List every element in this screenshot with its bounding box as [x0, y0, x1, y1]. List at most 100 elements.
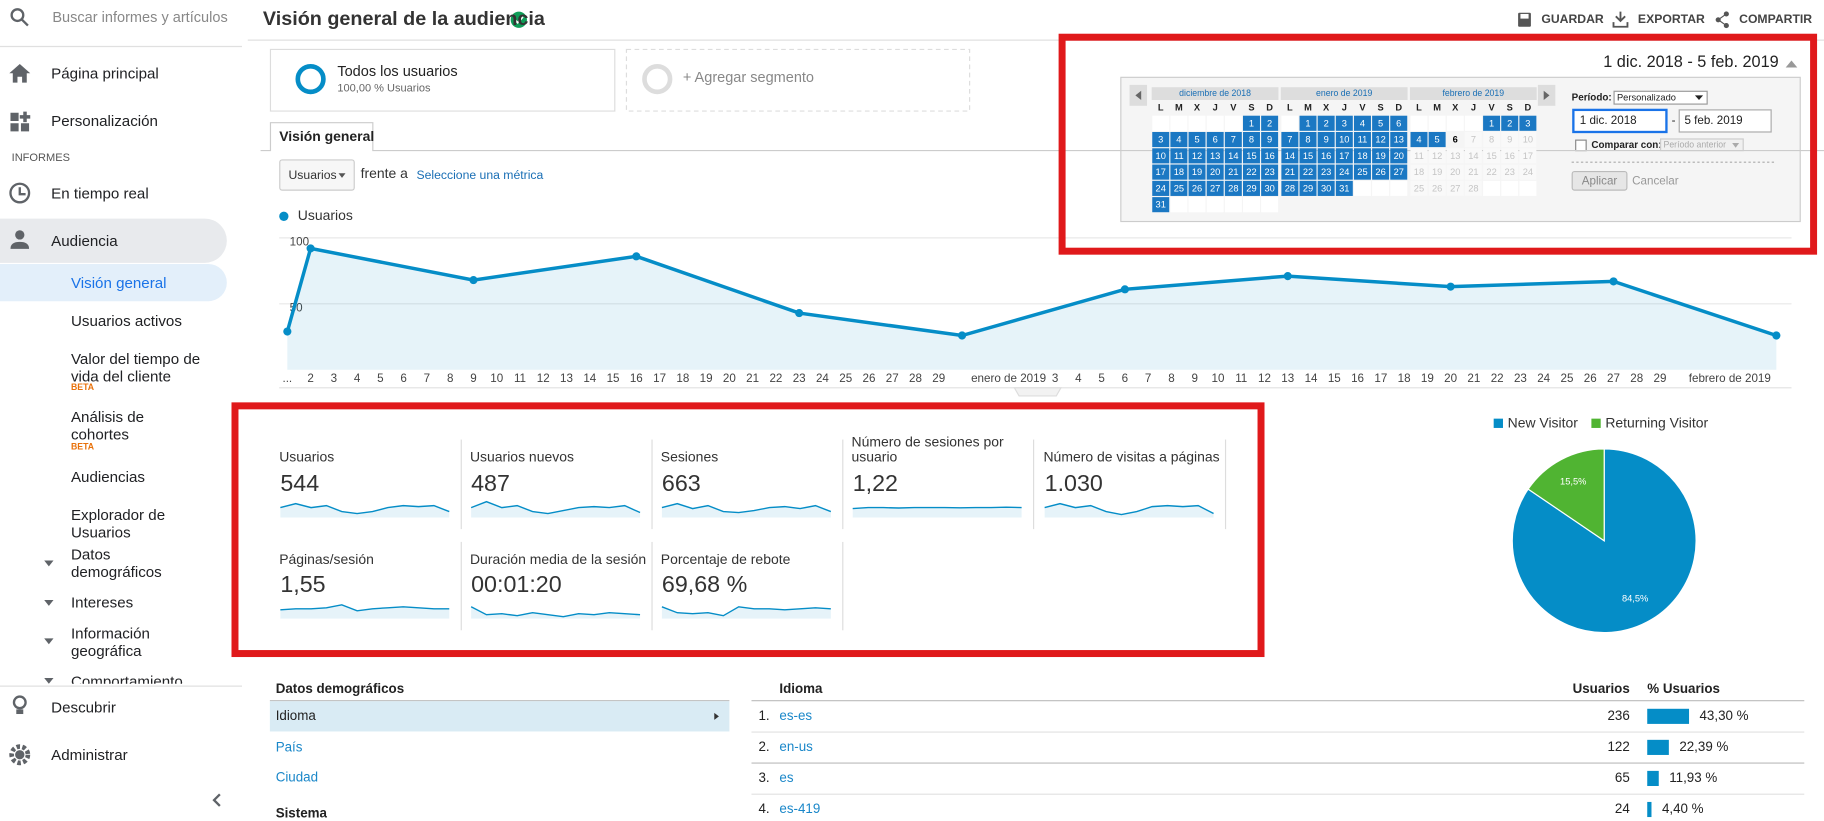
- date-range[interactable]: 1 dic. 2018 - 5 feb. 2019: [1603, 53, 1778, 71]
- day-number: 17: [1156, 167, 1166, 177]
- row-language[interactable]: en-us: [779, 739, 813, 754]
- day-number: 22: [1486, 167, 1496, 177]
- save-icon: [1520, 13, 1529, 19]
- day-number: 10: [1523, 135, 1533, 145]
- empty-cell: [1152, 115, 1170, 131]
- column-header: Usuarios: [1573, 681, 1630, 696]
- nav-subitem[interactable]: Análisis de cohortes: [70, 408, 145, 444]
- x-tick-label: 11: [514, 372, 526, 385]
- day-number: 14: [1468, 151, 1478, 161]
- empty-cell: [1170, 197, 1188, 213]
- nav-subitem[interactable]: Datos demográficos: [70, 545, 162, 581]
- collapse-icon[interactable]: [212, 793, 221, 807]
- percent-label: 11,93 %: [1669, 770, 1717, 785]
- export-icon[interactable]: [1612, 11, 1629, 28]
- day-number: 9: [1267, 135, 1272, 145]
- day-number: 20: [1394, 151, 1404, 161]
- save-button[interactable]: GUARDAR: [1541, 12, 1604, 26]
- day-number: 13: [1394, 135, 1404, 145]
- day-number: 7: [1231, 135, 1236, 145]
- nav-item[interactable]: Personalización: [51, 112, 158, 130]
- tab[interactable]: Visión general: [279, 128, 374, 144]
- segment-card[interactable]: [269, 48, 616, 112]
- x-tick-label: 9: [1191, 372, 1197, 385]
- versus-label: frente a: [361, 165, 409, 181]
- range-separator: -: [1672, 114, 1676, 127]
- icons: [9, 8, 221, 807]
- day-number: 3: [1158, 135, 1163, 145]
- day-number: 6: [1453, 135, 1458, 145]
- row-language[interactable]: es-419: [779, 801, 820, 816]
- dimension-item[interactable]: Idioma: [276, 708, 317, 723]
- weekday: L: [1287, 103, 1293, 113]
- row-language[interactable]: es: [779, 770, 793, 785]
- point: [283, 327, 292, 336]
- area: [287, 248, 1777, 370]
- day-number: 4: [1360, 118, 1365, 128]
- x-tick-label: 10: [1212, 372, 1225, 385]
- day-number: 19: [1192, 167, 1202, 177]
- legend-label: New Visitor: [1508, 415, 1579, 431]
- nav-item[interactable]: Descubrir: [51, 698, 116, 716]
- resize-handle[interactable]: [1013, 387, 1062, 397]
- row-language[interactable]: es-es: [779, 708, 812, 723]
- day-number: 8: [1249, 135, 1254, 145]
- x-tick-label: 6: [1122, 372, 1128, 385]
- pie-slice: [1527, 448, 1605, 542]
- day-number: 4: [1176, 135, 1181, 145]
- empty-cell: [1206, 197, 1224, 213]
- empty-cell: [1428, 115, 1446, 131]
- nav-subitem[interactable]: Intereses: [70, 593, 134, 612]
- nav-item[interactable]: Página principal: [51, 64, 159, 82]
- add-segment-label[interactable]: + Agregar segmento: [683, 70, 814, 86]
- x-tick-label: 7: [1145, 372, 1151, 385]
- day-number: 22: [1303, 167, 1313, 177]
- nav-subitem[interactable]: Explorador de Usuarios: [70, 505, 166, 541]
- export-button[interactable]: EXPORTAR: [1638, 12, 1705, 26]
- day-number: 16: [1505, 151, 1515, 161]
- weekday: J: [1471, 103, 1476, 113]
- row-users: 24: [1615, 801, 1630, 816]
- tab-border: [260, 122, 1824, 152]
- x-tick-label: 20: [723, 372, 736, 385]
- dimension-item[interactable]: Ciudad: [276, 770, 318, 785]
- x-tick-label: 13: [1281, 372, 1294, 385]
- day-number: 18: [1174, 167, 1184, 177]
- nav-subitem[interactable]: Visión general: [70, 273, 167, 292]
- cancel-link[interactable]: Cancelar: [1632, 174, 1679, 187]
- section-heading: Sistema: [276, 806, 328, 821]
- day-number: 14: [1228, 151, 1238, 161]
- second-metric-link[interactable]: Seleccione una métrica: [416, 168, 543, 182]
- x-tick-label: 21: [746, 372, 759, 385]
- person-icon: [10, 241, 30, 249]
- day-number: 25: [1174, 183, 1184, 193]
- point: [957, 331, 967, 340]
- search-placeholder[interactable]: Buscar informes y artículos: [52, 9, 228, 26]
- nav-item[interactable]: Administrar: [51, 746, 128, 764]
- nav-item[interactable]: Audiencia: [51, 231, 118, 250]
- dimension-item[interactable]: País: [276, 739, 303, 754]
- share-button[interactable]: COMPARTIR: [1739, 12, 1812, 26]
- nav-subitem[interactable]: Usuarios activos: [70, 312, 182, 330]
- day-number: 26: [1192, 183, 1202, 193]
- collapse-arrow[interactable]: [1785, 60, 1798, 68]
- empty-cell: [1464, 115, 1482, 131]
- compare-checkbox[interactable]: [1575, 139, 1587, 152]
- weekday: D: [1525, 103, 1532, 113]
- nav-item[interactable]: En tiempo real: [51, 184, 149, 202]
- add-segment[interactable]: [625, 48, 971, 112]
- legend-swatch: [1493, 418, 1503, 428]
- nav-subitem[interactable]: Audiencias: [70, 468, 145, 486]
- metric-select[interactable]: [279, 159, 355, 191]
- gear-icon: [9, 744, 31, 766]
- point: [632, 252, 641, 261]
- x-tick-label: 3: [331, 372, 337, 385]
- month-title: enero de 2019: [1316, 88, 1372, 98]
- weekday: M: [1433, 103, 1441, 113]
- nav-subitem[interactable]: Información geográfica: [70, 624, 150, 660]
- nav-subitem[interactable]: Comportamiento: [70, 672, 183, 684]
- x-tick-label: 7: [424, 372, 430, 385]
- nav-subitem[interactable]: Valor del tiempo de vida del cliente: [70, 350, 201, 385]
- sparkline-area: [280, 604, 450, 619]
- empty-cell: [1483, 180, 1501, 196]
